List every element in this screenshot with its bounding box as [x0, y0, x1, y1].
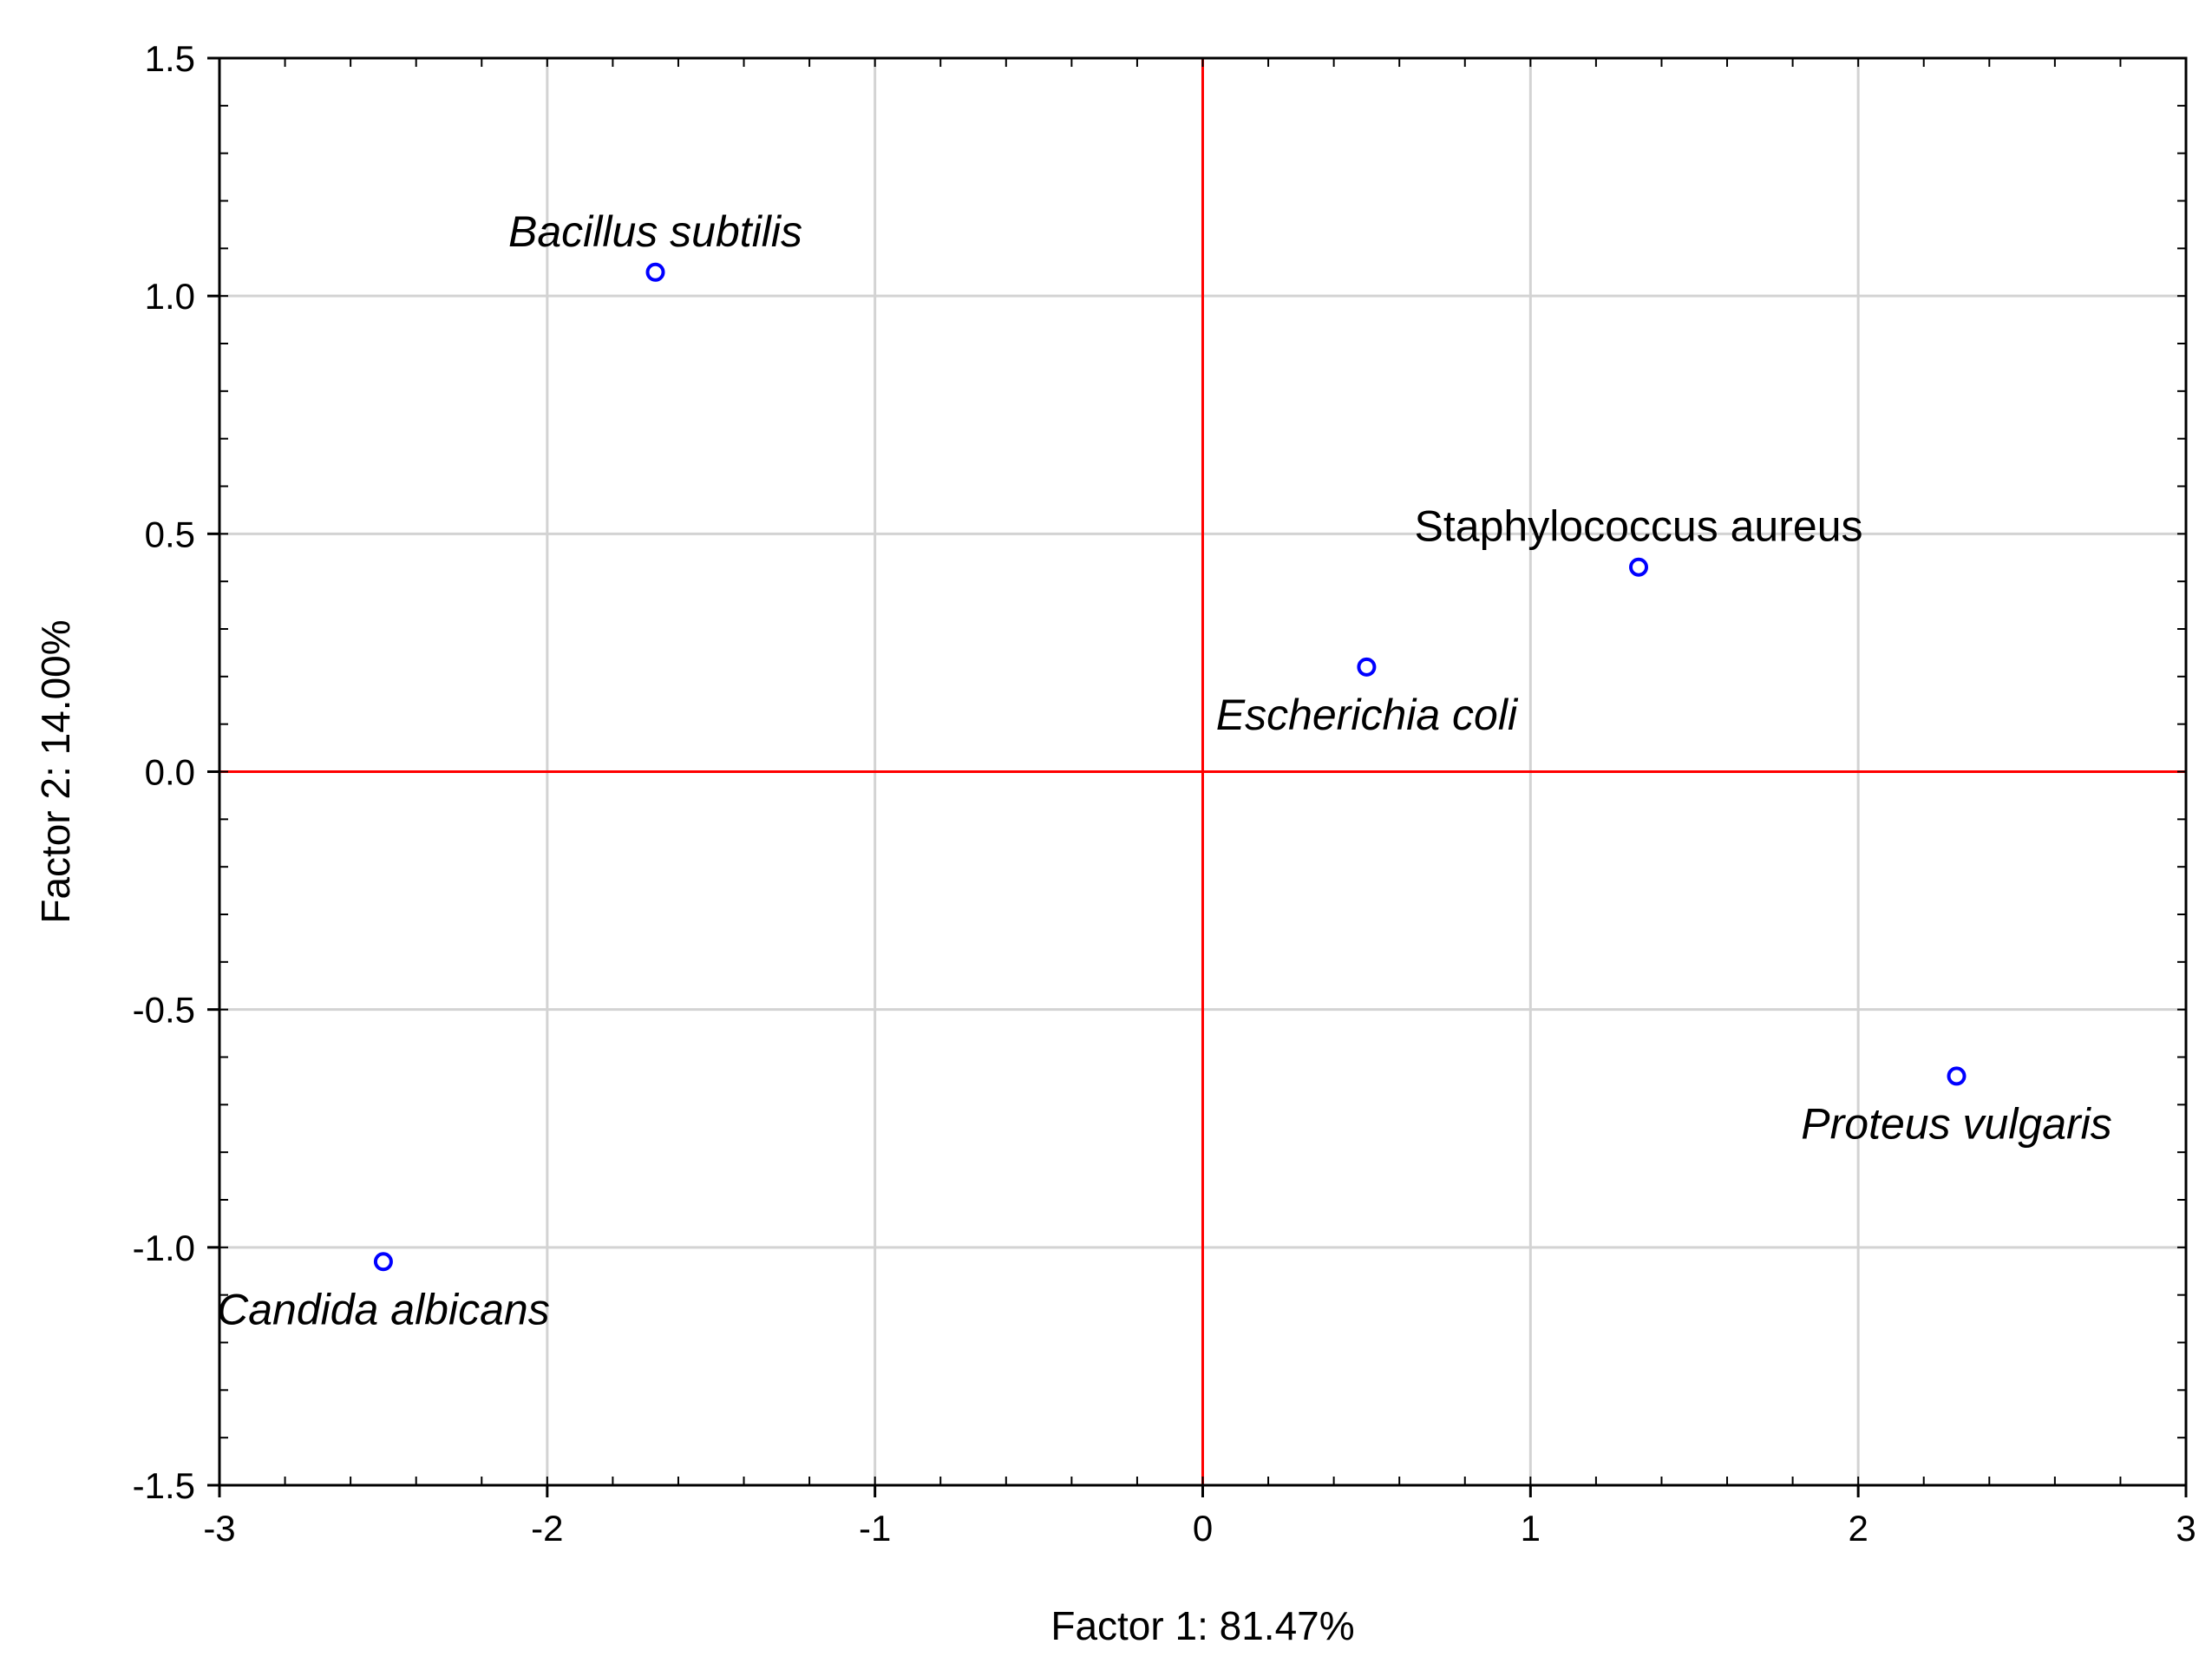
data-point-label: Proteus vulgaris: [1801, 1099, 2112, 1148]
data-point-label: Candida albicans: [217, 1285, 550, 1333]
x-tick-label: 3: [2176, 1508, 2196, 1549]
y-tick-label: 0.5: [145, 514, 195, 554]
y-tick-label: -0.5: [133, 990, 195, 1031]
x-tick-label: 0: [1193, 1508, 1213, 1549]
data-point: [1357, 657, 1377, 677]
data-point-label: Bacillus subtilis: [508, 207, 802, 256]
data-point-label: Escherichia coli: [1216, 691, 1519, 739]
point-labels: Bacillus subtilis Staphylococcus aureus Es…: [217, 207, 2112, 1334]
data-point-label: Staphylococcus aureus: [1415, 502, 1863, 551]
data-points: [373, 262, 1967, 1272]
y-tick-label: -1.0: [133, 1228, 195, 1268]
data-point: [1629, 557, 1649, 577]
y-tick-label: 0.0: [145, 752, 195, 793]
x-tick-label: -2: [531, 1508, 563, 1549]
data-point: [645, 262, 665, 282]
reference-lines: [219, 58, 2186, 1485]
y-axis-title: Factor 2: 14.00%: [33, 619, 78, 923]
x-tick-label: 1: [1521, 1508, 1541, 1549]
x-axis-title: Factor 1: 81.47%: [1050, 1603, 1354, 1648]
x-tick-label: 2: [1848, 1508, 1868, 1549]
x-axis-ticks: -3 -2 -1 0 1 2 3: [203, 1485, 2196, 1549]
x-tick-label: -1: [859, 1508, 891, 1549]
y-tick-label: -1.5: [133, 1465, 195, 1506]
y-tick-label: 1.5: [145, 38, 195, 79]
data-point: [1947, 1066, 1967, 1086]
y-axis-ticks: -1.5 -1.0 -0.5 0.0 0.5 1.0 1.5: [133, 38, 219, 1506]
y-tick-label: 1.0: [145, 276, 195, 317]
x-tick-label: -3: [203, 1508, 235, 1549]
data-point: [373, 1252, 393, 1272]
